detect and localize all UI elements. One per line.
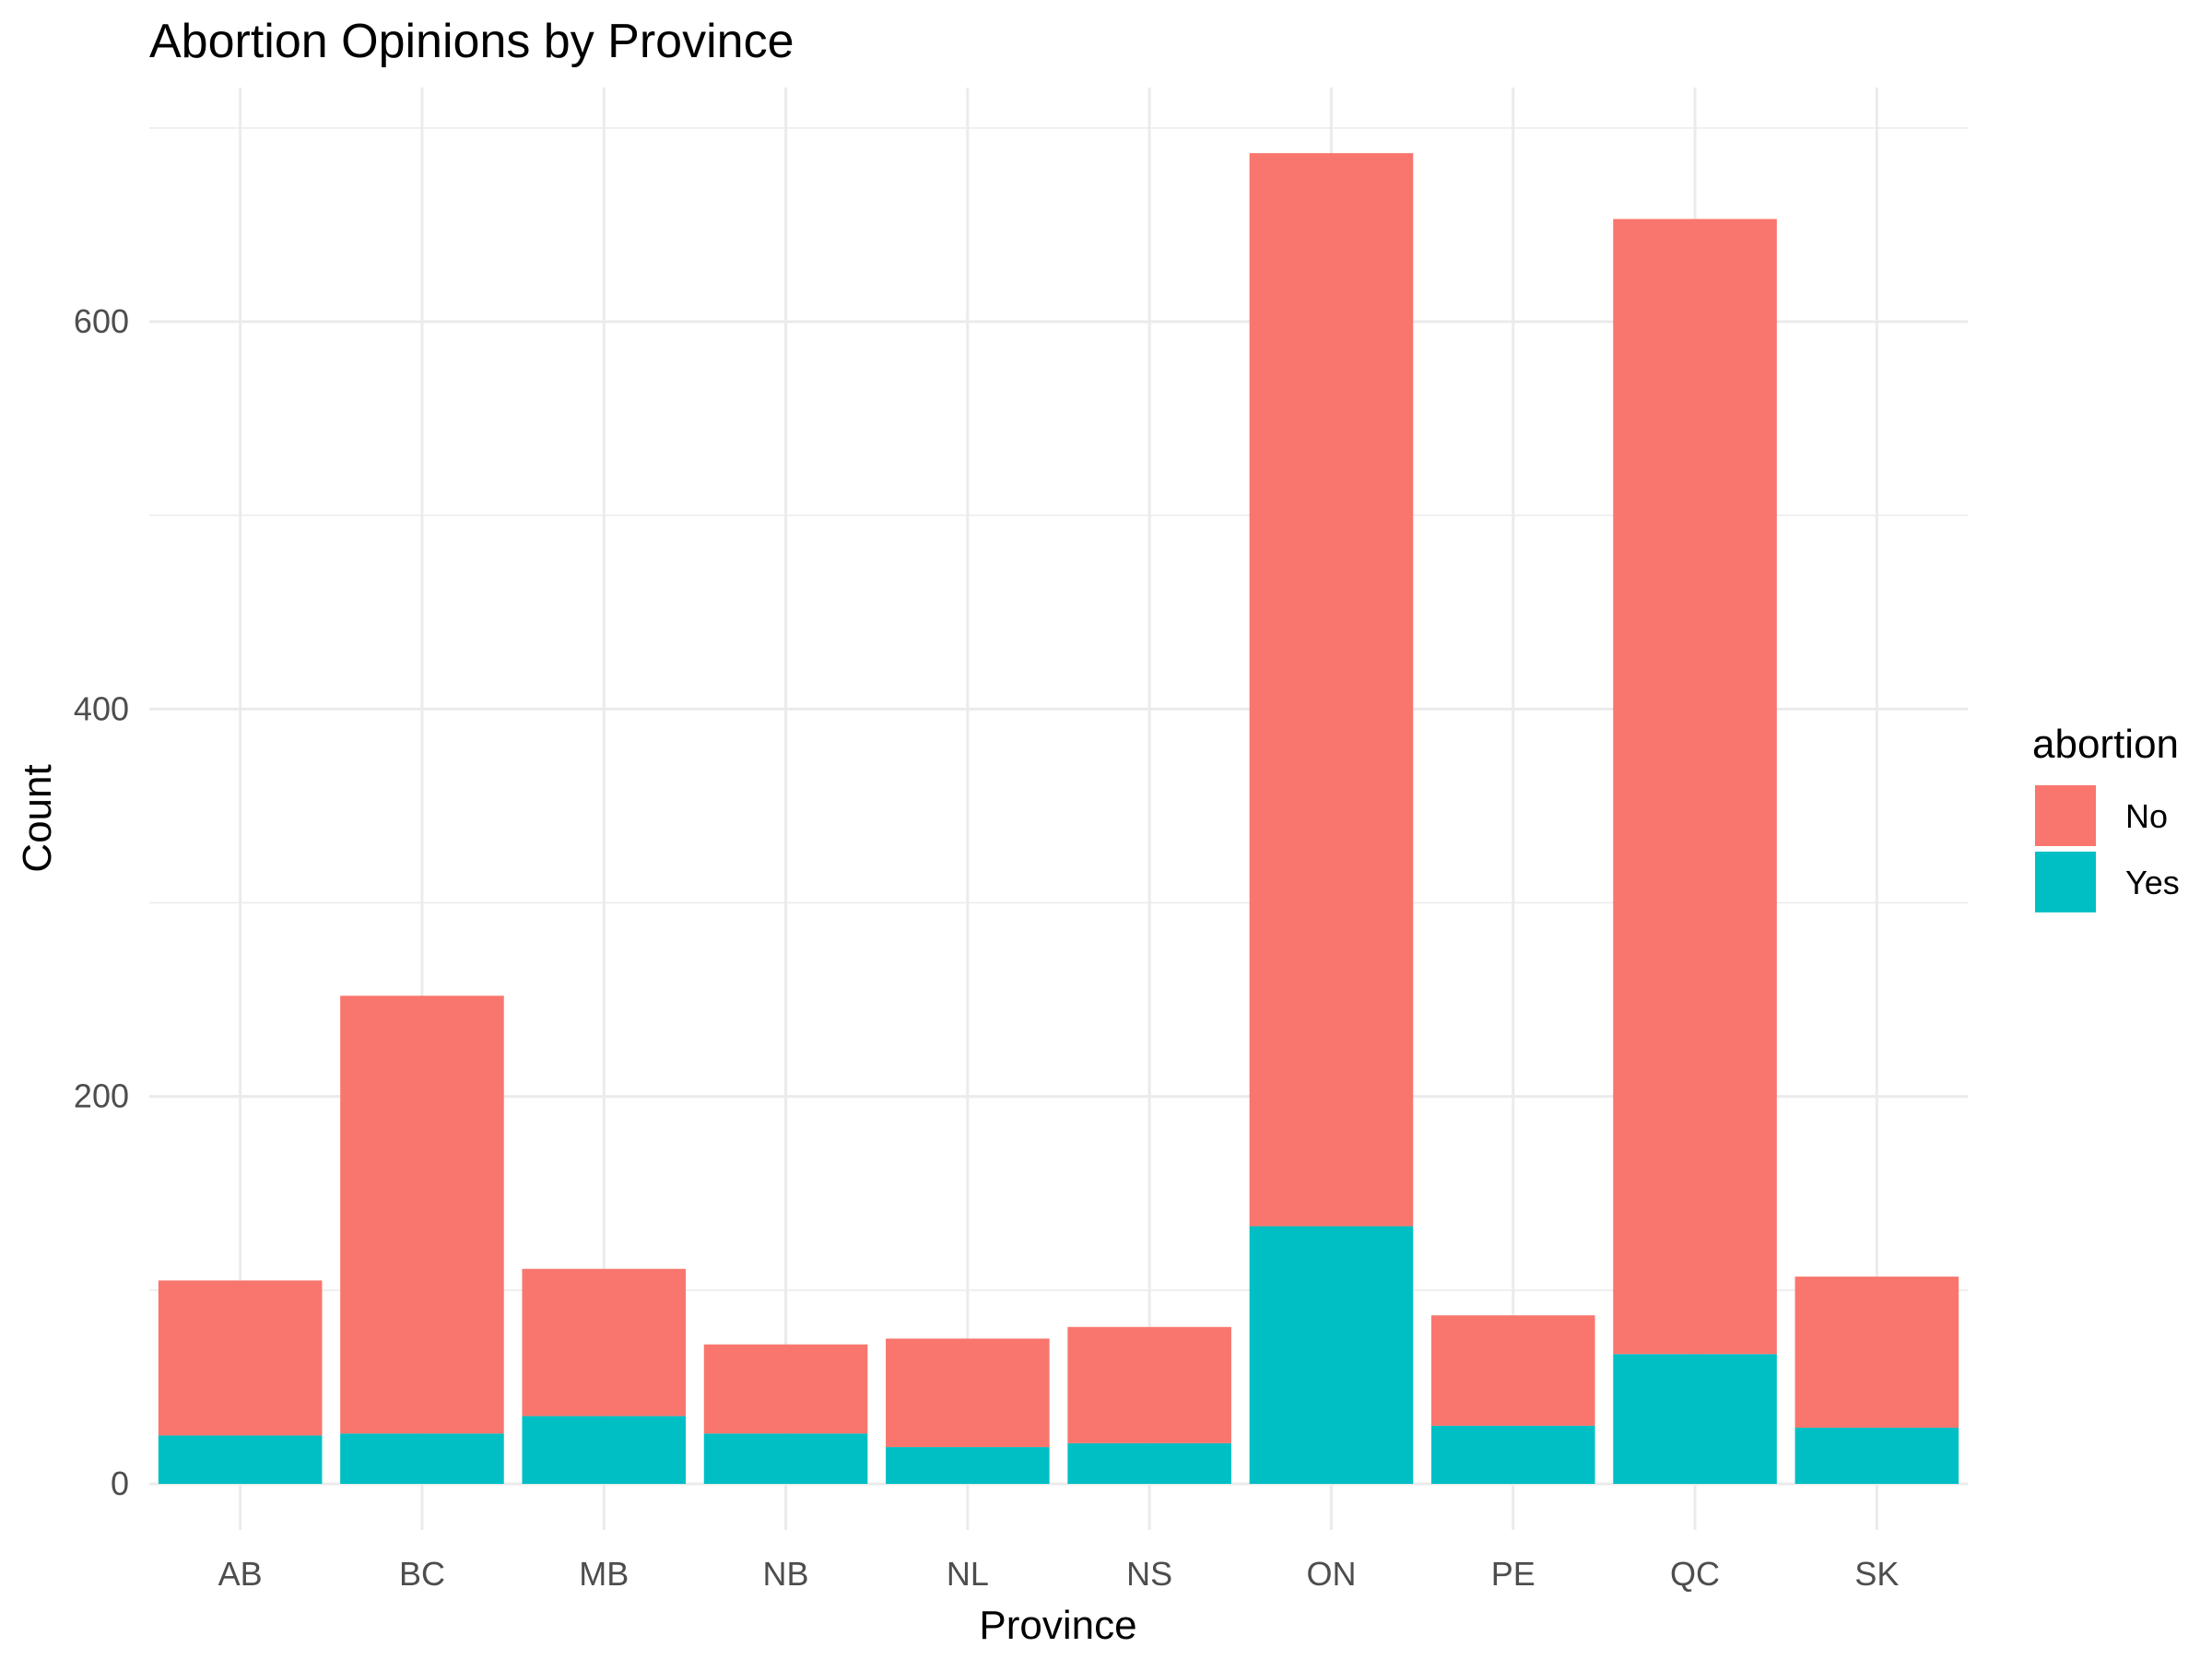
x-tick-label: AB	[218, 1555, 263, 1593]
bar-bc-yes	[340, 1433, 504, 1484]
x-tick-label: NS	[1126, 1555, 1172, 1593]
x-tick-label: BC	[399, 1555, 445, 1593]
x-tick-label: PE	[1491, 1555, 1535, 1593]
y-tick-label: 0	[111, 1465, 129, 1502]
x-tick-label: NB	[763, 1555, 809, 1593]
legend-label-yes: Yes	[2125, 864, 2180, 901]
legend-key-no	[2035, 785, 2096, 846]
legend-title: abortion	[2032, 722, 2179, 767]
y-tick-label: 200	[74, 1077, 129, 1115]
bar-mb-yes	[522, 1416, 687, 1484]
x-tick-label: QC	[1670, 1555, 1720, 1593]
y-tick-label: 600	[74, 302, 129, 340]
bar-qc-no	[1613, 218, 1777, 1355]
y-tick-label: 400	[74, 689, 129, 727]
x-axis-ticks: AB BC MB NB NL NS ON PE QC SK	[218, 1555, 1900, 1593]
bar-nb-yes	[703, 1433, 868, 1484]
bar-mb-no	[522, 1268, 687, 1417]
bar-pe-no	[1430, 1315, 1595, 1426]
legend: abortion No Yes	[2032, 722, 2180, 912]
x-tick-label: ON	[1306, 1555, 1356, 1593]
y-axis-ticks: 0 200 400 600	[74, 302, 129, 1502]
x-tick-label: SK	[1854, 1555, 1899, 1593]
bar-ns-yes	[1067, 1442, 1231, 1484]
legend-label-no: No	[2125, 797, 2168, 835]
y-axis-title: Count	[15, 764, 60, 872]
bar-nl-yes	[886, 1447, 1050, 1484]
bar-nl-no	[886, 1338, 1050, 1448]
bar-sk-no	[1794, 1277, 1959, 1429]
bar-sk-yes	[1794, 1428, 1959, 1484]
bar-ab-yes	[158, 1435, 323, 1484]
x-tick-label: MB	[579, 1555, 629, 1593]
bar-on-no	[1249, 153, 1414, 1227]
chart-title: Abortion Opinions by Province	[149, 15, 794, 68]
x-axis-title: Province	[979, 1603, 1136, 1648]
bars	[158, 153, 1959, 1484]
bar-qc-yes	[1613, 1354, 1777, 1484]
bar-nb-no	[703, 1344, 868, 1434]
bar-ab-no	[158, 1280, 323, 1436]
bar-ns-no	[1067, 1326, 1231, 1443]
legend-key-yes	[2035, 852, 2096, 912]
bar-pe-yes	[1430, 1425, 1595, 1484]
bar-bc-no	[340, 995, 504, 1434]
x-tick-label: NL	[947, 1555, 989, 1593]
bar-on-yes	[1249, 1226, 1414, 1484]
